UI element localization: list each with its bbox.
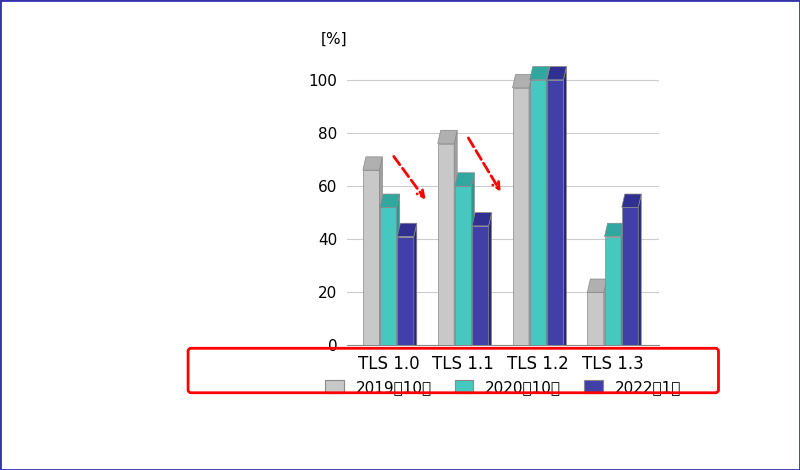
Polygon shape [438,130,457,143]
Polygon shape [398,236,414,345]
Polygon shape [605,236,621,345]
Polygon shape [513,88,529,345]
Polygon shape [398,223,417,236]
Polygon shape [622,207,638,345]
Polygon shape [471,173,474,345]
Polygon shape [547,80,563,345]
Polygon shape [621,223,624,345]
Polygon shape [587,279,607,292]
Polygon shape [472,212,492,226]
Polygon shape [529,75,532,345]
Polygon shape [454,130,457,345]
Polygon shape [489,212,492,345]
Polygon shape [380,194,399,207]
Text: [%]: [%] [321,32,347,47]
Polygon shape [380,207,397,345]
Polygon shape [546,67,550,345]
Polygon shape [363,157,382,170]
Polygon shape [530,67,550,80]
Polygon shape [414,223,417,345]
Polygon shape [513,75,532,88]
Polygon shape [604,279,607,345]
Polygon shape [563,67,566,345]
Polygon shape [587,292,604,345]
Polygon shape [472,226,489,345]
Polygon shape [397,194,399,345]
Polygon shape [379,157,382,345]
Polygon shape [455,186,471,345]
Polygon shape [547,67,566,80]
Polygon shape [605,223,624,236]
Polygon shape [455,173,474,186]
Legend: 2019年10月, 2020年10月, 2022年1月: 2019年10月, 2020年10月, 2022年1月 [319,374,687,401]
Polygon shape [363,170,379,345]
Polygon shape [638,194,642,345]
Polygon shape [530,80,546,345]
Polygon shape [438,143,454,345]
Polygon shape [622,194,642,207]
